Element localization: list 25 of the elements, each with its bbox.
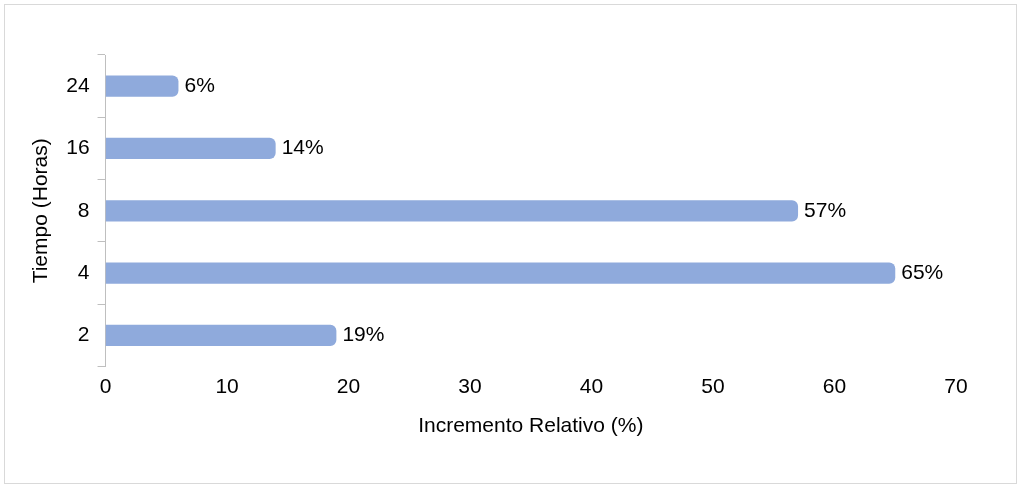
data-label: 65% bbox=[901, 259, 944, 283]
y-axis-title: Tiempo (Horas) bbox=[28, 138, 52, 284]
x-tick-label: 50 bbox=[701, 374, 725, 397]
x-tick-label: 30 bbox=[458, 374, 482, 397]
y-tick-label: 8 bbox=[77, 197, 90, 221]
data-label: 14% bbox=[281, 135, 324, 159]
x-axis-title: Incremento Relativo (%) bbox=[418, 413, 644, 437]
x-tick-label: 20 bbox=[336, 374, 361, 397]
x-tick-label: 70 bbox=[944, 374, 968, 397]
x-tick-label: 40 bbox=[579, 374, 604, 397]
x-tick-label: 60 bbox=[822, 374, 847, 397]
data-label: 6% bbox=[184, 72, 215, 96]
y-tick-label: 4 bbox=[77, 259, 90, 283]
y-tick-label: 2 bbox=[77, 322, 90, 346]
y-tick-label: 24 bbox=[66, 72, 90, 96]
x-tick-label: 10 bbox=[215, 374, 239, 397]
data-label: 19% bbox=[342, 322, 385, 346]
data-label: 57% bbox=[804, 197, 847, 221]
y-tick-label: 16 bbox=[66, 135, 90, 159]
x-tick-label: 0 bbox=[99, 374, 112, 397]
bar bbox=[105, 262, 896, 284]
bar bbox=[105, 324, 337, 347]
bar bbox=[105, 200, 799, 222]
bar bbox=[105, 75, 179, 97]
bar bbox=[105, 137, 276, 160]
